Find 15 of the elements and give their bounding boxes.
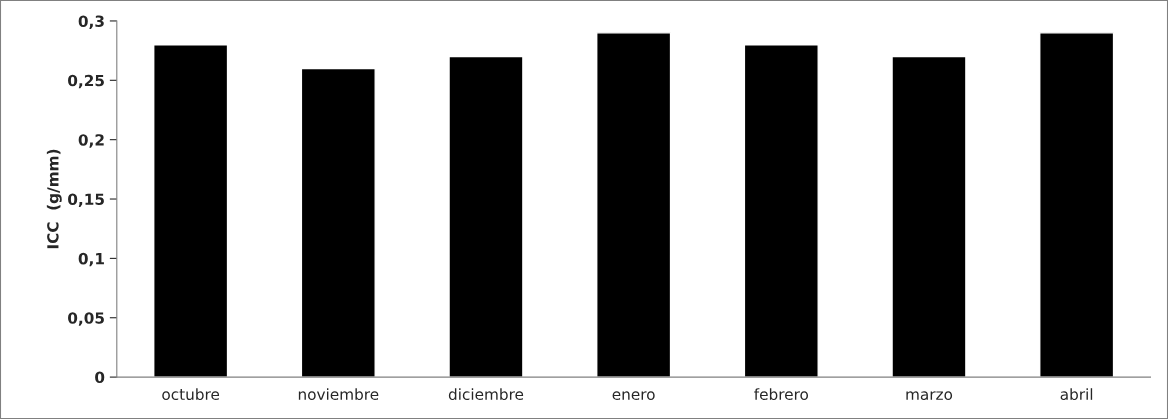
y-tick-label: 0,25 — [68, 74, 104, 89]
y-tick-label: 0,15 — [68, 193, 104, 207]
y-tick-label: 0,2 — [78, 134, 104, 148]
x-tick-label: abril — [1060, 388, 1093, 401]
y-tick-label: 0,1 — [78, 252, 104, 267]
y-tick-label: 0 — [95, 371, 105, 384]
x-tick-label: octubre — [162, 388, 220, 401]
x-tick-label: marzo — [906, 391, 953, 401]
x-tick-label: noviembre — [298, 388, 379, 401]
x-tick-label: febrero — [754, 388, 809, 401]
y-tick-label: 0,3 — [78, 15, 104, 29]
y-axis-title: ICC (g/mm) — [46, 149, 62, 249]
x-tick-label: diciembre — [448, 388, 524, 401]
y-tick-label: 0,05 — [68, 312, 104, 326]
x-tick-label: enero — [612, 391, 655, 401]
